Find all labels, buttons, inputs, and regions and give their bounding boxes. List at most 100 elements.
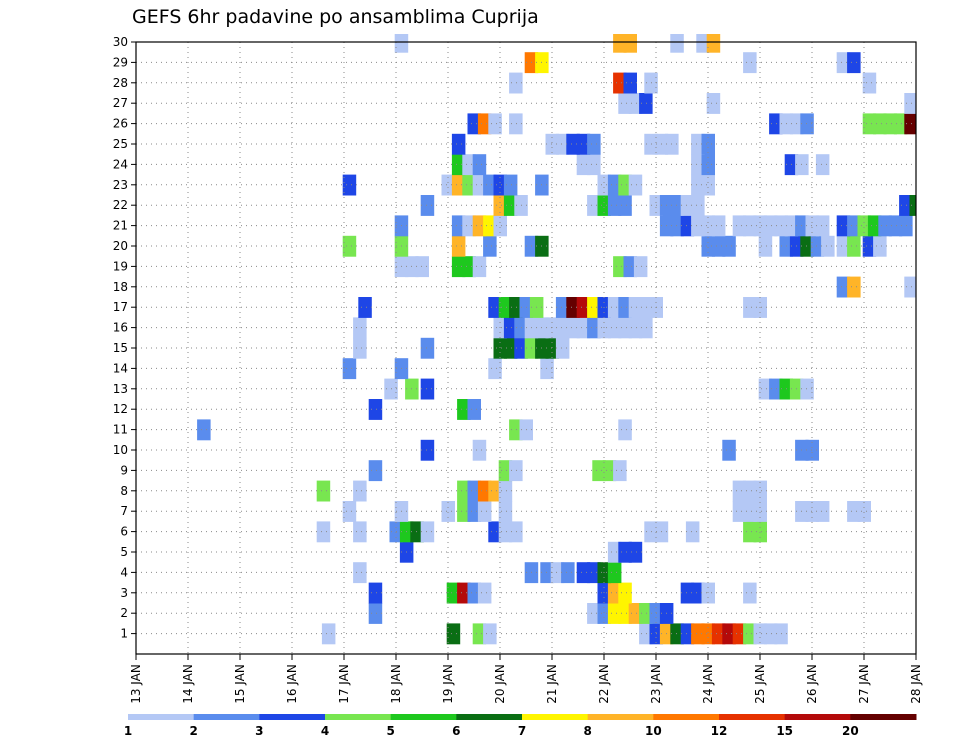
heatmap-cell <box>446 582 461 604</box>
heatmap-cell <box>628 541 643 563</box>
x-tick-label: 27 JAN <box>857 664 871 704</box>
colorbar-label: 8 <box>583 724 591 738</box>
heatmap-cell <box>800 378 814 400</box>
heatmap-cell <box>457 501 471 522</box>
heatmap-cell <box>321 623 336 645</box>
heatmap-cell <box>602 460 617 482</box>
heatmap-cell <box>743 215 757 237</box>
colorbar-segment <box>259 714 326 720</box>
colorbar-label: 7 <box>518 724 526 738</box>
heatmap-cell <box>680 215 695 237</box>
heatmap-cell <box>368 603 383 624</box>
heatmap-cell <box>691 582 705 604</box>
heatmap-cell <box>420 378 435 400</box>
heatmap-cell <box>420 195 435 216</box>
x-tick-label: 19 JAN <box>441 664 455 704</box>
y-tick-label: 20 <box>113 239 128 253</box>
heatmap-cell <box>587 297 601 318</box>
heatmap-cell <box>613 460 627 482</box>
heatmap-cell <box>462 256 476 278</box>
heatmap-cell <box>493 195 507 216</box>
heatmap-cell <box>462 174 476 196</box>
heatmap-cell <box>368 582 383 604</box>
y-tick-label: 30 <box>113 35 128 49</box>
heatmap-cell <box>540 358 554 380</box>
y-tick-label: 11 <box>113 423 128 437</box>
heatmap-cell <box>857 501 871 522</box>
heatmap-cell <box>639 93 653 114</box>
heatmap-cell <box>873 113 887 135</box>
heatmap-cell <box>862 113 877 135</box>
heatmap-cell <box>743 501 757 522</box>
heatmap-cell <box>566 317 580 339</box>
heatmap-cell <box>628 93 643 114</box>
heatmap-cell <box>680 623 695 645</box>
y-tick-label: 15 <box>113 341 128 355</box>
y-tick-label: 16 <box>113 321 128 335</box>
heatmap-cell <box>597 174 611 196</box>
heatmap-cell <box>498 501 513 522</box>
x-tick-label: 21 JAN <box>545 664 559 704</box>
heatmap-cell <box>680 582 695 604</box>
heatmap-cell <box>899 195 913 216</box>
colorbar-segment <box>325 714 392 720</box>
heatmap-cell <box>836 215 851 237</box>
heatmap-cell <box>451 256 466 278</box>
heatmap-cell <box>711 235 726 257</box>
y-tick-label: 29 <box>113 55 128 69</box>
heatmap-cell <box>815 215 830 237</box>
heatmap-cell <box>316 521 331 543</box>
heatmap-cell <box>743 623 757 645</box>
heatmap-cell <box>883 113 897 135</box>
heatmap-cell <box>753 480 767 502</box>
colorbar-label: 20 <box>842 724 859 738</box>
heatmap-cell <box>701 133 715 155</box>
heatmap-cell <box>847 276 861 298</box>
heatmap-cell <box>618 93 632 114</box>
heatmap-cell <box>555 337 570 359</box>
heatmap-cell <box>316 480 331 502</box>
heatmap-cell <box>503 337 518 359</box>
heatmap-cell <box>503 195 518 216</box>
heatmap-cell <box>805 215 819 237</box>
heatmap-cell <box>342 235 357 257</box>
heatmap-cell <box>415 256 429 278</box>
heatmap-cell <box>509 521 523 543</box>
x-tick-label: 23 JAN <box>649 664 663 704</box>
heatmap-cell <box>623 72 637 94</box>
heatmap-cell <box>847 235 861 257</box>
heatmap-cell <box>706 93 721 114</box>
colorbar-segment <box>193 714 260 720</box>
heatmap-cell <box>493 215 507 237</box>
y-tick-label: 27 <box>113 96 128 110</box>
heatmap-cell <box>613 256 627 278</box>
heatmap-cell <box>555 133 570 155</box>
heatmap-cell <box>587 154 601 176</box>
heatmap-cell <box>763 215 778 237</box>
heatmap-cell <box>597 603 611 624</box>
heatmap-cell <box>711 215 726 237</box>
y-tick-label: 9 <box>120 463 128 477</box>
heatmap-cell <box>821 235 835 257</box>
x-tick-label: 16 JAN <box>285 664 299 704</box>
heatmap-cell <box>893 113 908 135</box>
y-tick-label: 12 <box>113 402 128 416</box>
x-tick-label: 26 JAN <box>805 664 819 704</box>
heatmap-cell <box>607 541 622 563</box>
colorbar-label: 4 <box>321 724 329 738</box>
heatmap-cell <box>472 256 487 278</box>
heatmap-cell <box>451 235 466 257</box>
heatmap-cell <box>623 256 637 278</box>
heatmap-cell <box>909 195 916 216</box>
heatmap-cell <box>628 603 643 624</box>
heatmap-cell <box>800 113 814 135</box>
heatmap-cell <box>711 623 726 645</box>
heatmap-cell <box>618 195 632 216</box>
heatmap-cell <box>613 72 627 94</box>
heatmap-cell <box>342 174 357 196</box>
heatmap-cell <box>769 113 783 135</box>
chart-title: GEFS 6hr padavine po ansamblima Cuprija <box>132 6 539 28</box>
heatmap-cell <box>467 399 481 420</box>
heatmap-cell <box>420 439 435 461</box>
